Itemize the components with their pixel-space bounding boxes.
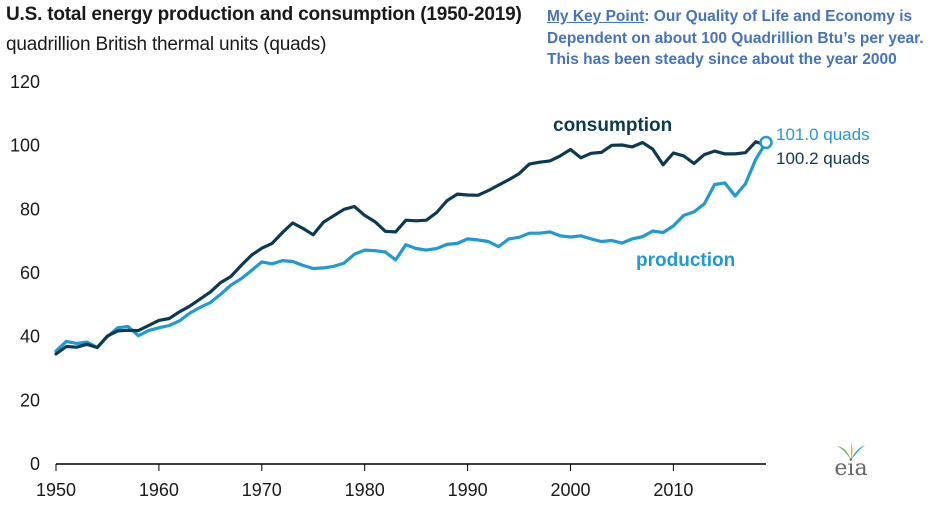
x-tick-label: 1960 bbox=[139, 480, 179, 500]
x-tick-label: 1990 bbox=[448, 480, 488, 500]
production-series-label: production bbox=[636, 250, 735, 271]
production-line bbox=[54, 140, 768, 353]
key-point-text: : Our Quality of Life and Economy is Dep… bbox=[547, 8, 924, 68]
chart-labels: consumption production 101.0 quads 100.2 qu… bbox=[553, 115, 870, 271]
x-tick-label: 2010 bbox=[653, 480, 693, 500]
chart-axes: 1950 1960 1970 1980 1990 2000 2010 0 20 40 60 80 100… bbox=[10, 72, 766, 500]
key-point-heading: My Key Point bbox=[547, 8, 645, 25]
eia-logo-text: eia bbox=[834, 456, 868, 481]
y-tick-label: 0 bbox=[30, 454, 40, 474]
y-tick-label: 120 bbox=[10, 72, 40, 92]
y-tick-label: 60 bbox=[20, 263, 40, 283]
key-point-note: My Key Point: Our Quality of Life and Ec… bbox=[547, 6, 935, 71]
consumption-series-label: consumption bbox=[553, 115, 672, 136]
production-end-value-label: 101.0 quads bbox=[776, 125, 870, 144]
leaf-icon bbox=[837, 442, 865, 460]
eia-logo: eia bbox=[829, 440, 873, 488]
chart-subtitle: quadrillion British thermal units (quads… bbox=[6, 34, 327, 55]
y-tick-label: 80 bbox=[20, 199, 40, 219]
x-tick-label: 1970 bbox=[242, 480, 282, 500]
series-lines bbox=[54, 135, 773, 356]
consumption-line bbox=[54, 140, 768, 356]
y-tick-label: 40 bbox=[20, 327, 40, 347]
x-tick-label: 1980 bbox=[345, 480, 385, 500]
consumption-end-value-label: 100.2 quads bbox=[776, 149, 870, 168]
y-tick-label: 100 bbox=[10, 136, 40, 156]
x-tick-label: 1950 bbox=[36, 480, 76, 500]
x-tick-label: 2000 bbox=[550, 480, 590, 500]
production-end-marker bbox=[759, 135, 773, 150]
chart-title: U.S. total energy production and consump… bbox=[6, 4, 522, 25]
y-tick-label: 20 bbox=[20, 390, 40, 410]
